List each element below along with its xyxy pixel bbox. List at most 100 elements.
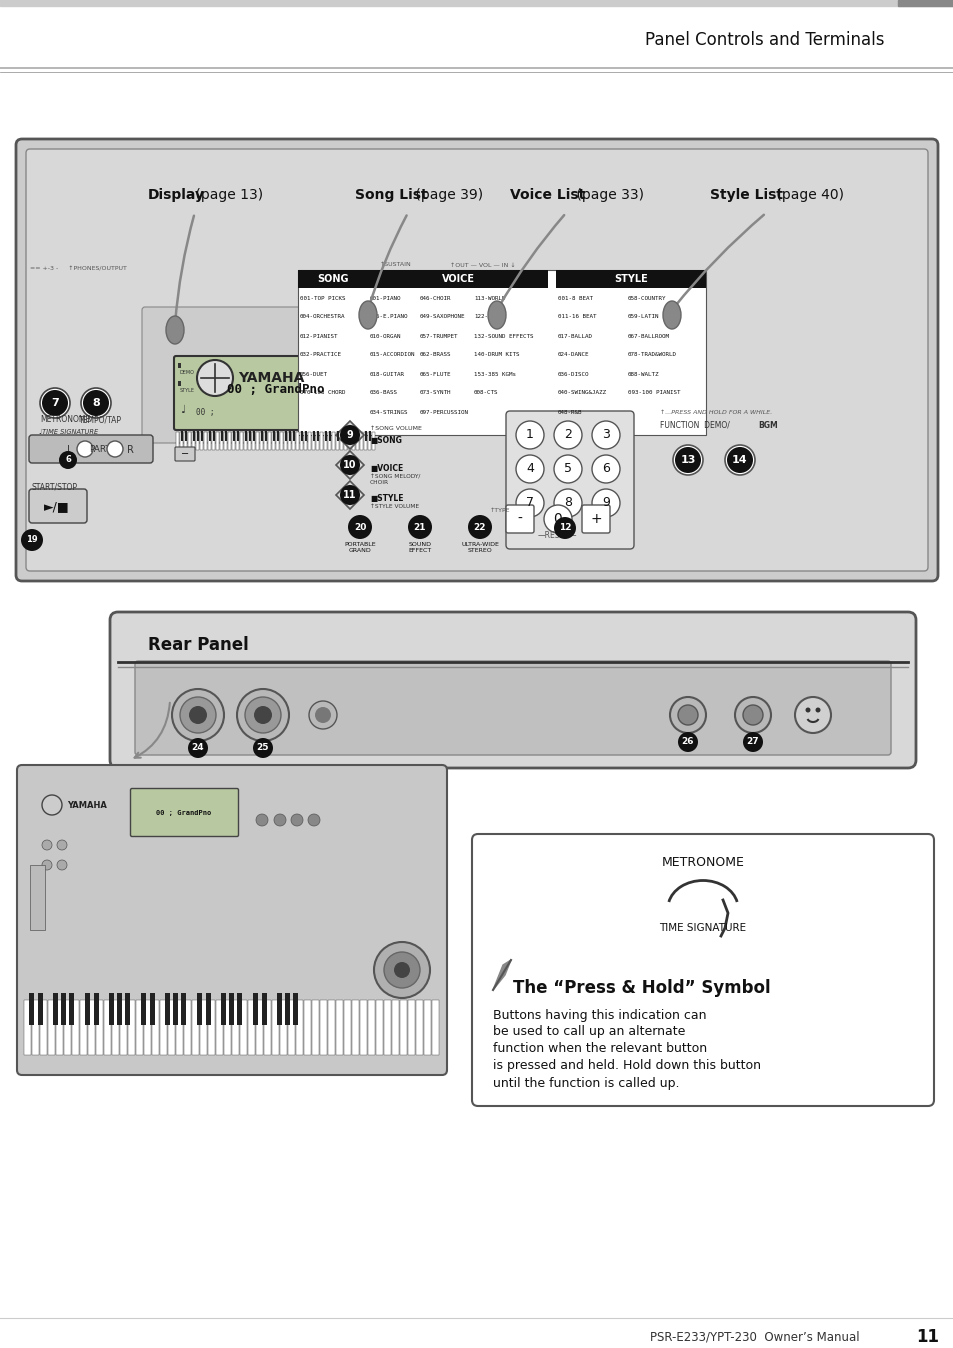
Text: 024-DANCE: 024-DANCE	[558, 352, 589, 357]
Bar	[365, 431, 367, 441]
Bar	[24, 1000, 31, 1055]
Bar	[212, 431, 215, 450]
Text: ♩TIME SIGNATURE: ♩TIME SIGNATURE	[39, 429, 98, 435]
Bar	[178, 381, 181, 386]
Text: 001-8 BEAT: 001-8 BEAT	[558, 295, 593, 301]
Bar	[30, 865, 45, 930]
Circle shape	[253, 737, 273, 758]
Bar	[245, 431, 247, 441]
Bar	[299, 431, 303, 450]
Bar	[264, 431, 267, 450]
Bar	[192, 431, 195, 450]
Circle shape	[516, 456, 543, 483]
Text: ↑SONG VOLUME: ↑SONG VOLUME	[370, 426, 421, 430]
Text: be used to call up an alternate: be used to call up an alternate	[493, 1026, 684, 1038]
Bar	[292, 431, 295, 450]
Text: 001-TOP PICKS: 001-TOP PICKS	[299, 295, 345, 301]
Text: 122-DUAL: 122-DUAL	[474, 314, 501, 319]
Bar	[368, 431, 371, 450]
Text: 012-PIANIST: 012-PIANIST	[299, 333, 338, 338]
Bar	[355, 431, 359, 450]
Text: 21: 21	[414, 523, 426, 531]
Bar	[128, 1000, 135, 1055]
Bar	[165, 993, 171, 1024]
Text: 6: 6	[65, 456, 71, 465]
Bar	[284, 431, 287, 450]
Bar	[289, 431, 292, 441]
Text: is pressed and held. Hold down this button: is pressed and held. Hold down this butt…	[493, 1060, 760, 1073]
Bar	[184, 431, 188, 450]
Text: 20: 20	[354, 523, 366, 531]
Circle shape	[408, 515, 432, 539]
Text: 3: 3	[601, 429, 609, 442]
Text: 034-STRINGS: 034-STRINGS	[370, 410, 408, 414]
Text: Display: Display	[148, 187, 205, 202]
Circle shape	[678, 705, 698, 725]
Bar	[384, 1000, 391, 1055]
Text: ■STYLE: ■STYLE	[370, 493, 403, 503]
FancyBboxPatch shape	[505, 506, 534, 532]
Text: 017-BALLAD: 017-BALLAD	[558, 333, 593, 338]
Bar	[423, 1000, 431, 1055]
Text: 036-BASS: 036-BASS	[370, 391, 397, 395]
Bar	[201, 431, 203, 441]
FancyBboxPatch shape	[110, 612, 915, 768]
Bar	[325, 431, 327, 441]
Circle shape	[734, 697, 770, 733]
Bar	[71, 1000, 79, 1055]
Bar	[195, 431, 199, 450]
Bar	[136, 1000, 143, 1055]
Text: 093-100 PIANIST: 093-100 PIANIST	[627, 391, 679, 395]
Text: Buttons having this indication can: Buttons having this indication can	[493, 1008, 706, 1022]
Bar	[208, 431, 212, 450]
Text: 19: 19	[26, 535, 38, 545]
Polygon shape	[335, 452, 364, 479]
Bar	[220, 993, 226, 1024]
Bar	[272, 1000, 279, 1055]
Bar	[359, 431, 363, 450]
FancyBboxPatch shape	[142, 307, 308, 443]
FancyBboxPatch shape	[581, 506, 609, 532]
Bar	[336, 431, 339, 441]
Circle shape	[188, 737, 208, 758]
Text: 6: 6	[601, 462, 609, 476]
Bar	[312, 431, 315, 450]
Text: 008-CTS: 008-CTS	[474, 391, 498, 395]
Bar	[556, 270, 705, 288]
Bar	[252, 431, 255, 450]
Bar	[206, 993, 211, 1024]
Bar	[224, 1000, 232, 1055]
FancyBboxPatch shape	[131, 789, 238, 837]
Bar	[208, 1000, 215, 1055]
Bar	[109, 993, 114, 1024]
Text: (page 39): (page 39)	[411, 187, 482, 202]
Text: METRONOME: METRONOME	[660, 856, 743, 868]
Bar	[181, 431, 183, 441]
Bar	[64, 1000, 71, 1055]
Bar	[276, 431, 279, 441]
Text: function when the relevant button: function when the relevant button	[493, 1042, 706, 1055]
Bar	[193, 431, 195, 441]
FancyBboxPatch shape	[472, 834, 933, 1105]
Text: PORTABLE: PORTABLE	[344, 542, 375, 547]
Bar	[352, 431, 355, 450]
Circle shape	[339, 485, 359, 506]
Text: 018-GUITAR: 018-GUITAR	[370, 372, 405, 376]
Text: METRONOME: METRONOME	[40, 415, 91, 425]
Bar	[356, 431, 359, 441]
Text: TIME SIGNATURE: TIME SIGNATURE	[659, 923, 746, 933]
Text: 078-TRAD&WORLD: 078-TRAD&WORLD	[627, 352, 677, 357]
Circle shape	[314, 706, 331, 723]
Text: Rear Panel: Rear Panel	[148, 636, 249, 654]
Bar	[196, 431, 199, 441]
Text: 153-385 KGMs: 153-385 KGMs	[474, 372, 516, 376]
Circle shape	[42, 840, 52, 851]
Bar	[272, 431, 275, 450]
Bar	[96, 1000, 103, 1055]
Circle shape	[726, 448, 752, 473]
Bar	[175, 431, 179, 450]
Circle shape	[236, 689, 289, 741]
Circle shape	[291, 814, 303, 826]
Bar	[253, 993, 258, 1024]
Text: 036-DISCO: 036-DISCO	[558, 372, 589, 376]
